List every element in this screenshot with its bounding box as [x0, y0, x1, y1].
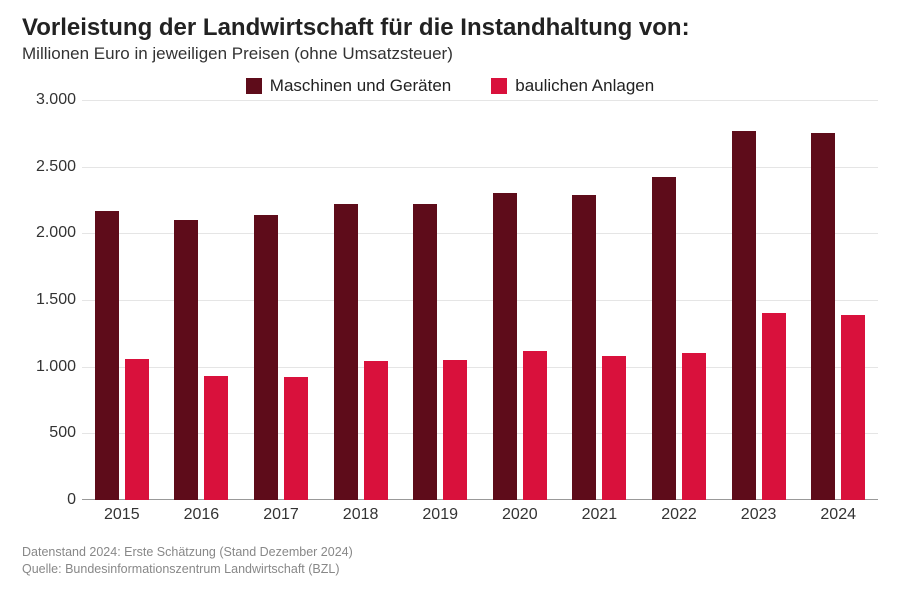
y-axis-label: 1.000 — [26, 358, 76, 376]
legend-item-0: Maschinen und Geräten — [246, 76, 451, 96]
x-axis-label: 2015 — [104, 506, 140, 524]
gridline — [82, 233, 878, 234]
bar — [95, 211, 119, 500]
x-axis-label: 2019 — [422, 506, 458, 524]
x-axis-label: 2022 — [661, 506, 697, 524]
bar — [174, 220, 198, 500]
bar — [364, 361, 388, 500]
x-axis-label: 2021 — [582, 506, 618, 524]
y-axis-label: 2.500 — [26, 158, 76, 176]
gridline — [82, 300, 878, 301]
bar — [523, 351, 547, 500]
x-axis-label: 2016 — [184, 506, 220, 524]
chart-subtitle: Millionen Euro in jeweiligen Preisen (oh… — [22, 44, 453, 64]
bar — [602, 356, 626, 500]
chart-footer: Datenstand 2024: Erste Schätzung (Stand … — [22, 544, 353, 578]
gridline — [82, 367, 878, 368]
bar — [652, 177, 676, 500]
legend-item-1: baulichen Anlagen — [491, 76, 654, 96]
bar — [841, 315, 865, 500]
x-axis-label: 2017 — [263, 506, 299, 524]
bar — [204, 376, 228, 500]
x-axis-label: 2024 — [820, 506, 856, 524]
gridline — [82, 167, 878, 168]
bar — [811, 133, 835, 500]
x-axis-line — [82, 499, 878, 500]
plot-area — [82, 100, 878, 500]
legend-swatch-0 — [246, 78, 262, 94]
gridline — [82, 433, 878, 434]
x-axis-label: 2018 — [343, 506, 379, 524]
chart-area: 05001.0001.5002.0002.5003.000 2015201620… — [22, 100, 878, 530]
bar — [443, 360, 467, 500]
y-axis-label: 0 — [26, 491, 76, 509]
chart-title: Vorleistung der Landwirtschaft für die I… — [22, 14, 690, 42]
y-axis-label: 2.000 — [26, 224, 76, 242]
bar — [284, 377, 308, 500]
y-axis-label: 500 — [26, 424, 76, 442]
bar — [413, 204, 437, 500]
legend-swatch-1 — [491, 78, 507, 94]
bar — [762, 313, 786, 500]
x-axis-label: 2020 — [502, 506, 538, 524]
legend: Maschinen und Geräten baulichen Anlagen — [0, 76, 900, 96]
gridline — [82, 100, 878, 101]
footer-line-1: Datenstand 2024: Erste Schätzung (Stand … — [22, 544, 353, 561]
bar — [254, 215, 278, 500]
bar — [732, 131, 756, 500]
bar — [493, 193, 517, 500]
legend-label-0: Maschinen und Geräten — [270, 76, 451, 96]
footer-line-2: Quelle: Bundesinformationszentrum Landwi… — [22, 561, 353, 578]
bar — [334, 204, 358, 500]
y-axis-label: 1.500 — [26, 291, 76, 309]
x-axis-label: 2023 — [741, 506, 777, 524]
bar — [572, 195, 596, 500]
legend-label-1: baulichen Anlagen — [515, 76, 654, 96]
y-axis-label: 3.000 — [26, 91, 76, 109]
bar — [682, 353, 706, 500]
bar — [125, 359, 149, 500]
